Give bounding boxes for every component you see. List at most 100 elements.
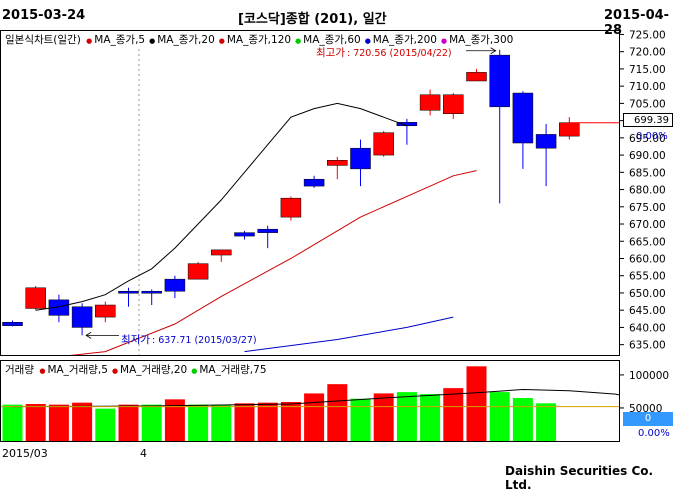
candle-body [71, 306, 93, 328]
candle-body [280, 197, 302, 218]
candle-body [466, 72, 487, 82]
candle-body [303, 178, 325, 187]
volume-chart-panel[interactable]: 거래량 ● MA_거래량,5 ● MA_거래량,20 ● MA_거래량,75 [0, 360, 620, 442]
volume-readout: 0 [623, 412, 673, 426]
candle-body [25, 287, 46, 309]
high-label: 최고가 [316, 47, 345, 59]
price-axis-label: 680.00 [629, 185, 666, 197]
x-label-tick: 4 [140, 447, 147, 460]
price-axis-canvas: 635.00 640.00 645.00 650.00 655.00 660.00 665.… [620, 29, 666, 352]
price-legend-text: MA_종가,20 [157, 34, 215, 46]
price-axis-label: 690.00 [629, 150, 666, 162]
price-axis-label: 670.00 [629, 219, 666, 231]
company-footer: Daishin Securities Co. Ltd. [505, 464, 654, 492]
candle-body [118, 290, 139, 294]
high-value: : 720.56 (2015/04/22) [346, 48, 452, 59]
price-axis-label: 710.00 [629, 81, 666, 93]
volume-bar [2, 404, 23, 441]
volume-bar [466, 366, 487, 441]
price-legend-dot-icon: ● [86, 37, 93, 45]
chart-title: [코스닥]종합 (201), 일간 [238, 12, 387, 27]
price-axis-label: 720.00 [629, 47, 666, 59]
candle-body [419, 94, 441, 111]
volume-axis-canvas: 50000 100000 [620, 370, 669, 415]
candle-body [350, 147, 371, 170]
price-readout: 699.39 [623, 113, 673, 127]
candle-body [257, 228, 278, 233]
low-value: : 637.71 (2015/03/27) [151, 335, 257, 346]
ma60-line [244, 316, 454, 353]
price-legend-dot-icon: ● [364, 37, 371, 45]
volume-axis[interactable]: 50000 100000 0 0.00% [620, 360, 678, 444]
volume-bar [48, 404, 69, 441]
price-axis-label: 655.00 [629, 271, 666, 283]
volume-bar [489, 392, 510, 441]
volume-legend-label: 거래량 [5, 364, 34, 376]
volume-bar [373, 393, 394, 441]
volume-bar [327, 384, 348, 441]
candle-body [141, 290, 162, 294]
price-legend: 일본식차트(일간) ● MA_종가,5 ● MA_종가,20 ● MA_종가,120 ● MA… [5, 32, 517, 47]
price-chart-panel[interactable]: 일본식차트(일간) ● MA_종가,5 ● MA_종가,20 ● MA_종가,120 ● MA… [0, 30, 620, 356]
candle-body [211, 249, 232, 256]
price-axis-label: 640.00 [629, 322, 666, 334]
price-legend-text: MA_종가,60 [303, 34, 361, 46]
ma5-line [35, 102, 408, 311]
volume-legend-dot-icon: ● [191, 367, 198, 375]
volume-bar [304, 393, 325, 441]
high-annotation: 최고가: 720.56 (2015/04/22) [316, 45, 454, 60]
volume-legend: 거래량 ● MA_거래량,5 ● MA_거래량,20 ● MA_거래량,75 [5, 362, 271, 377]
price-item: ● MA_종가,200 [365, 34, 439, 46]
price-legend-text: MA_종가,120 [226, 34, 292, 46]
price-item: ● MA_종가,20 [149, 34, 217, 46]
volume-value: 0 [644, 413, 652, 424]
low-annotation: 최저가: 637.71 (2015/03/27) [121, 332, 259, 347]
volume-bar [257, 402, 278, 441]
volume-axis-label: 100000 [629, 370, 669, 382]
volume-legend-dot-icon: ● [39, 367, 46, 375]
volume-bar [95, 408, 116, 441]
candle-body [443, 94, 464, 114]
volume-bar [141, 404, 162, 441]
candle-body [48, 299, 70, 316]
price-legend-dot-icon: ● [295, 37, 302, 45]
chart-header: 2015-03-24 [코스닥]종합 (201), 일간 2015-04-28 [0, 0, 678, 38]
volume-legend-text: MA_거래량,20 [120, 364, 188, 376]
price-change: 0.00% [636, 131, 668, 142]
volume-item: ● MA_거래량,5 [39, 364, 110, 376]
volume-bar [443, 388, 464, 441]
volume-bar [420, 394, 441, 441]
volume-bar [396, 392, 417, 441]
volume-axis-label: 50000 [629, 403, 662, 415]
price-chart-canvas[interactable] [1, 31, 619, 355]
price-axis-label: 685.00 [629, 167, 666, 179]
candle-body [164, 278, 186, 292]
candle-body [512, 92, 534, 144]
x-label-month: 2015/03 [2, 447, 48, 460]
volume-bar [536, 403, 557, 441]
volume-bar [118, 404, 139, 441]
candle-body [95, 304, 116, 318]
volume-chart-canvas[interactable] [1, 361, 619, 441]
candle-body [373, 132, 394, 156]
price-value: 699.39 [634, 115, 669, 126]
price-axis-label: 635.00 [629, 340, 666, 352]
candle-body [2, 322, 23, 326]
price-legend-text: MA_종가,200 [372, 34, 437, 46]
volume-bar [164, 399, 185, 441]
ma20-line [70, 170, 477, 355]
price-axis[interactable]: 635.00 640.00 645.00 650.00 655.00 660.00 665.… [620, 29, 678, 356]
volume-legend-text: MA_거래량,75 [199, 364, 267, 376]
price-legend-dot-icon: ● [218, 37, 225, 45]
price-axis-label: 665.00 [629, 236, 666, 248]
price-axis-label: 660.00 [629, 253, 666, 265]
volume-item: ● MA_거래량,75 [191, 364, 268, 376]
volume-change: 0.00% [638, 428, 670, 439]
price-axis-label: 645.00 [629, 305, 666, 317]
price-axis-label: 650.00 [629, 288, 666, 300]
high-arrowhead-icon [490, 47, 497, 55]
price-axis-label: 705.00 [629, 98, 666, 110]
start-date: 2015-03-24 [2, 8, 86, 23]
candle-body [559, 122, 580, 137]
candle-body [489, 54, 510, 108]
